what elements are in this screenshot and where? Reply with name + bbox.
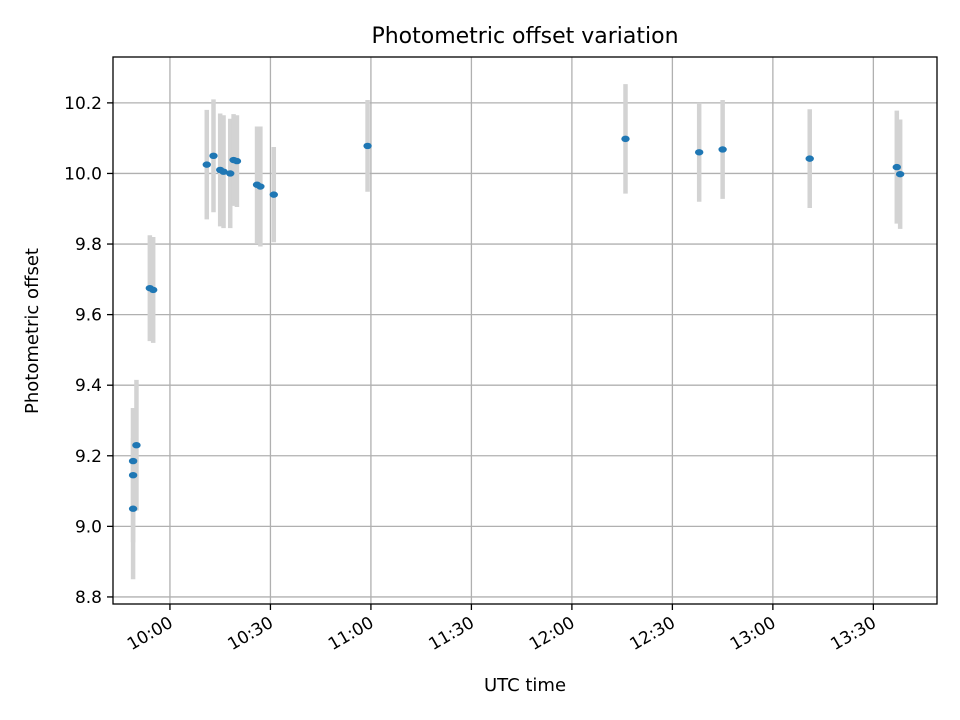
data-point — [148, 286, 158, 294]
data-point — [895, 170, 905, 178]
y-tick-label: 9.8 — [75, 235, 102, 255]
y-axis: 8.8 9.0 9.2 9.4 9.6 9.8 10.0 10.2 — [64, 94, 113, 608]
data-point — [202, 161, 211, 168]
data-point — [219, 168, 228, 175]
data-point — [128, 471, 138, 479]
data-point — [621, 135, 630, 143]
y-tick-label: 10.0 — [64, 164, 102, 184]
data-point — [269, 191, 278, 198]
data-point — [363, 142, 372, 150]
y-tick-label: 9.6 — [75, 306, 102, 326]
y-tick-label: 9.4 — [75, 376, 102, 396]
data-point — [232, 157, 242, 165]
y-axis-label: Photometric offset — [22, 248, 43, 414]
y-tick-label: 9.0 — [75, 517, 102, 537]
data-point — [718, 146, 727, 153]
grid — [113, 57, 937, 604]
data-point — [694, 149, 704, 156]
data-points — [128, 135, 905, 512]
data-point — [226, 170, 235, 177]
data-point — [128, 457, 138, 465]
data-point — [805, 155, 814, 162]
data-point — [892, 163, 902, 171]
x-axis-label: UTC time — [484, 675, 566, 696]
data-point — [256, 183, 265, 190]
plot-frame — [112, 56, 938, 605]
y-tick-label: 9.2 — [75, 447, 102, 467]
y-tick-label: 8.8 — [75, 588, 102, 608]
y-tick-label: 10.2 — [64, 94, 102, 114]
data-point — [209, 152, 218, 160]
chart-title: Photometric offset variation — [371, 24, 678, 49]
data-point — [128, 505, 138, 512]
data-point — [132, 441, 141, 449]
